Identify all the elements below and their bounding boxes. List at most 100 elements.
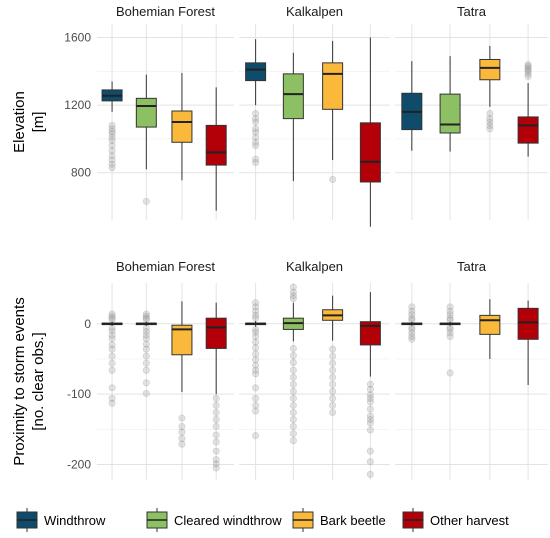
outlier-point: [108, 331, 116, 339]
outlier-point: [252, 118, 260, 126]
outlier-point: [108, 142, 116, 150]
outlier-point: [366, 458, 374, 466]
iqr-box: [359, 321, 381, 346]
facet-tatra-row1: Tatra: [395, 4, 548, 220]
outlier-point: [329, 401, 337, 409]
outlier-point: [408, 307, 416, 315]
box-other-harvest: [205, 302, 227, 472]
outlier-point: [329, 387, 337, 395]
outlier-point: [108, 335, 116, 343]
outlier-point: [446, 303, 454, 311]
outlier-point: [252, 356, 260, 364]
facet-title: Bohemian Forest: [116, 259, 215, 274]
outlier-point: [289, 366, 297, 374]
outlier-point: [108, 327, 116, 335]
box-other-harvest: [517, 300, 539, 386]
outlier-point: [524, 72, 532, 80]
outlier-point: [329, 175, 337, 183]
y-tick-label: 1600: [64, 31, 91, 45]
outlier-point: [366, 419, 374, 427]
outlier-point: [212, 431, 220, 439]
outlier-point: [446, 325, 454, 333]
outlier-point: [252, 311, 260, 319]
chart-row-2: Proximity to storm events [no. clear obs.…: [11, 259, 548, 480]
y-tick-label: 800: [71, 166, 91, 180]
outlier-point: [212, 438, 220, 446]
outlier-point: [108, 341, 116, 349]
outlier-point: [289, 373, 297, 381]
outlier-point: [252, 125, 260, 133]
outlier-point: [289, 292, 297, 300]
outlier-point: [252, 314, 260, 322]
outlier-point: [366, 405, 374, 413]
y-tick-label: 0: [84, 317, 91, 331]
box-windthrow: [401, 303, 423, 343]
box-windthrow: [245, 39, 267, 167]
facet-title: Kalkalpen: [286, 4, 343, 19]
outlier-point: [178, 434, 186, 442]
facet-title: Kalkalpen: [286, 259, 343, 274]
outlier-point: [289, 408, 297, 416]
outlier-point: [212, 415, 220, 423]
outlier-point: [252, 338, 260, 346]
outlier-point: [252, 155, 260, 163]
outlier-point: [212, 401, 220, 409]
outlier-point: [289, 380, 297, 388]
outlier-point: [289, 423, 297, 431]
outlier-point: [212, 460, 220, 468]
outlier-point: [366, 385, 374, 393]
legend-item-cleared-windthrow: Cleared windthrow: [146, 508, 282, 532]
box-bark-beetle: [479, 299, 501, 359]
outlier-point: [408, 329, 416, 337]
iqr-box: [479, 58, 501, 81]
iqr-box: [245, 62, 267, 82]
outlier-point: [142, 328, 150, 336]
iqr-box: [171, 110, 193, 143]
outlier-point: [486, 121, 494, 129]
outlier-point: [108, 359, 116, 367]
box-cleared-windthrow: [135, 310, 157, 397]
box-bark-beetle: [479, 45, 501, 133]
outlier-point: [108, 164, 116, 172]
y-axis-label-line: Proximity to storm events: [11, 297, 28, 465]
outlier-point: [329, 359, 337, 367]
outlier-point: [108, 152, 116, 160]
outlier-point: [289, 344, 297, 352]
outlier-point: [142, 359, 150, 367]
outlier-point: [108, 156, 116, 164]
y-tick-label: 1200: [64, 98, 91, 112]
iqr-box: [479, 314, 501, 335]
outlier-point: [252, 115, 260, 123]
outlier-point: [108, 352, 116, 360]
outlier-point: [408, 335, 416, 343]
outlier-point: [142, 379, 150, 387]
y-tick-label: -100: [67, 387, 91, 401]
outlier-point: [366, 412, 374, 420]
outlier-point: [289, 288, 297, 296]
outlier-point: [252, 361, 260, 369]
outlier-point: [108, 384, 116, 392]
outlier-point: [486, 125, 494, 133]
outlier-point: [142, 331, 150, 339]
outlier-point: [252, 370, 260, 378]
y-axis-label-line: [m]: [30, 112, 47, 133]
outlier-point: [212, 464, 220, 472]
legend-label: Other harvest: [430, 513, 509, 528]
outlier-point: [108, 312, 116, 320]
outlier-point: [252, 138, 260, 146]
box-cleared-windthrow: [282, 52, 304, 182]
iqr-box: [359, 122, 381, 183]
outlier-point: [108, 130, 116, 138]
outlier-point: [108, 310, 116, 318]
box-cleared-windthrow: [439, 303, 461, 377]
outlier-point: [252, 332, 260, 340]
outlier-point: [178, 414, 186, 422]
outlier-point: [329, 366, 337, 374]
iqr-box: [517, 307, 539, 340]
box-other-harvest: [359, 292, 381, 478]
outlier-point: [252, 142, 260, 150]
iqr-box: [322, 62, 344, 110]
iqr-box: [205, 124, 227, 166]
outlier-point: [329, 373, 337, 381]
